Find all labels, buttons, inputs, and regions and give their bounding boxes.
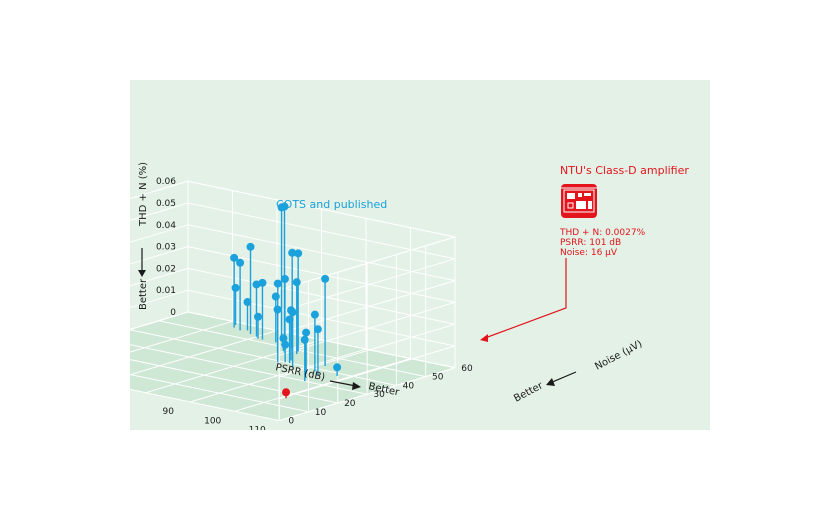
cots-point: [302, 328, 311, 337]
y-tick-label: 20: [344, 399, 356, 409]
gridline-z-right: [279, 323, 456, 378]
y-tick-label: 60: [461, 364, 473, 374]
z-axis-label: THD + N (%): [138, 162, 149, 227]
ntu-detail-noise: Noise: 16 µV: [560, 248, 618, 258]
z-axis-better: Better: [138, 278, 149, 310]
cots-point: [230, 253, 239, 262]
y-tick-label: 40: [403, 381, 415, 391]
gridline-z-left: [130, 267, 189, 287]
gridline-z-back: [187, 180, 456, 238]
chart-ticks: 5060708090100110010203040506000.010.020.…: [156, 177, 473, 430]
gridline-z-left: [130, 202, 189, 221]
cots-point: [288, 308, 297, 317]
y-tick-label: 30: [373, 390, 385, 400]
gridline-z-right: [279, 301, 456, 356]
gridline-z-right: [279, 258, 456, 313]
y-axis-better-arrow: [546, 371, 577, 386]
gridline-z-left: [130, 224, 189, 243]
ntu-detail-psrr: PSRR: 101 dB: [560, 238, 621, 248]
gridline-z-back: [187, 224, 456, 282]
cots-point: [333, 363, 342, 372]
ntu-title: NTU's Class-D amplifier: [560, 164, 689, 177]
cots-point: [280, 275, 289, 284]
gridline-z-left: [130, 289, 189, 309]
gridline-z-right: [279, 236, 456, 291]
x-tick-label: 90: [162, 407, 174, 417]
y-tick-label: 0: [288, 417, 294, 427]
ntu-leader-arrowhead: [480, 334, 488, 342]
z-tick-label: 0.04: [156, 221, 176, 231]
gridline-y-floor: [130, 388, 280, 422]
gridline-z-left: [130, 246, 189, 265]
y-axis-label: Noise (µV): [593, 339, 644, 373]
z-tick-label: 0.02: [156, 264, 176, 274]
z-axis-better-arrow: [138, 248, 146, 277]
cots-point: [288, 248, 297, 257]
chart-svg: 5060708090100110010203040506000.010.020.…: [130, 162, 689, 430]
gridline-z-back: [187, 267, 456, 325]
cots-point: [300, 335, 309, 344]
z-tick-label: 0.05: [156, 199, 176, 209]
gridline-y-floor: [130, 359, 338, 404]
cots-point: [254, 312, 263, 321]
cots-point: [321, 274, 330, 283]
cots-point: [294, 249, 303, 258]
chart-panel: 5060708090100110010203040506000.010.020.…: [130, 80, 710, 430]
cots-point: [231, 283, 240, 292]
y-tick-label: 10: [315, 408, 327, 418]
chart-annotations: COTS and published NTU's Class-D amplifi…: [276, 164, 689, 342]
gridline-z-left: [130, 311, 189, 330]
cots-point: [258, 278, 267, 287]
amplifier-board-icon: [561, 184, 597, 218]
gridline-z-right: [279, 367, 456, 422]
ntu-point: [282, 388, 291, 397]
gridline-z-right: [279, 280, 456, 334]
cots-point: [279, 334, 288, 343]
chart-gridlines: [130, 180, 456, 422]
cots-point: [281, 340, 290, 349]
gridline-y-floor: [130, 344, 368, 395]
cots-point: [285, 315, 294, 324]
cots-point: [273, 305, 282, 314]
gridline-y-floor: [130, 373, 309, 413]
x-axis-better-arrow: [329, 380, 361, 390]
ntu-leader-line: [484, 258, 567, 339]
y-tick-label: 50: [432, 373, 444, 383]
cots-point: [292, 278, 301, 287]
gridline-z-back: [187, 311, 456, 369]
cots-point: [271, 292, 280, 301]
ntu-detail-thd: THD + N: 0.0027%: [559, 228, 646, 238]
gridline-z-left: [130, 180, 189, 200]
gridline-y-floor: [130, 329, 397, 386]
cots-point: [243, 298, 252, 307]
cots-point: [273, 279, 282, 288]
cots-point: [246, 242, 255, 251]
gridline-z-back: [187, 202, 456, 260]
gridline-z-right: [279, 345, 456, 400]
cots-point: [236, 258, 245, 267]
cots-point: [310, 310, 319, 319]
gridline-z-back: [187, 289, 456, 347]
z-tick-label: 0.03: [156, 243, 176, 253]
cots-label: COTS and published: [276, 198, 387, 211]
z-tick-label: 0.01: [156, 286, 176, 296]
cots-point: [313, 325, 322, 334]
chart-points: [230, 202, 342, 397]
x-tick-label: 100: [204, 416, 221, 426]
x-tick-label: 110: [249, 426, 266, 430]
z-tick-label: 0.06: [156, 177, 176, 187]
cots-point: [277, 203, 286, 212]
y-axis-better: Better: [512, 380, 545, 405]
z-tick-label: 0: [170, 308, 176, 318]
